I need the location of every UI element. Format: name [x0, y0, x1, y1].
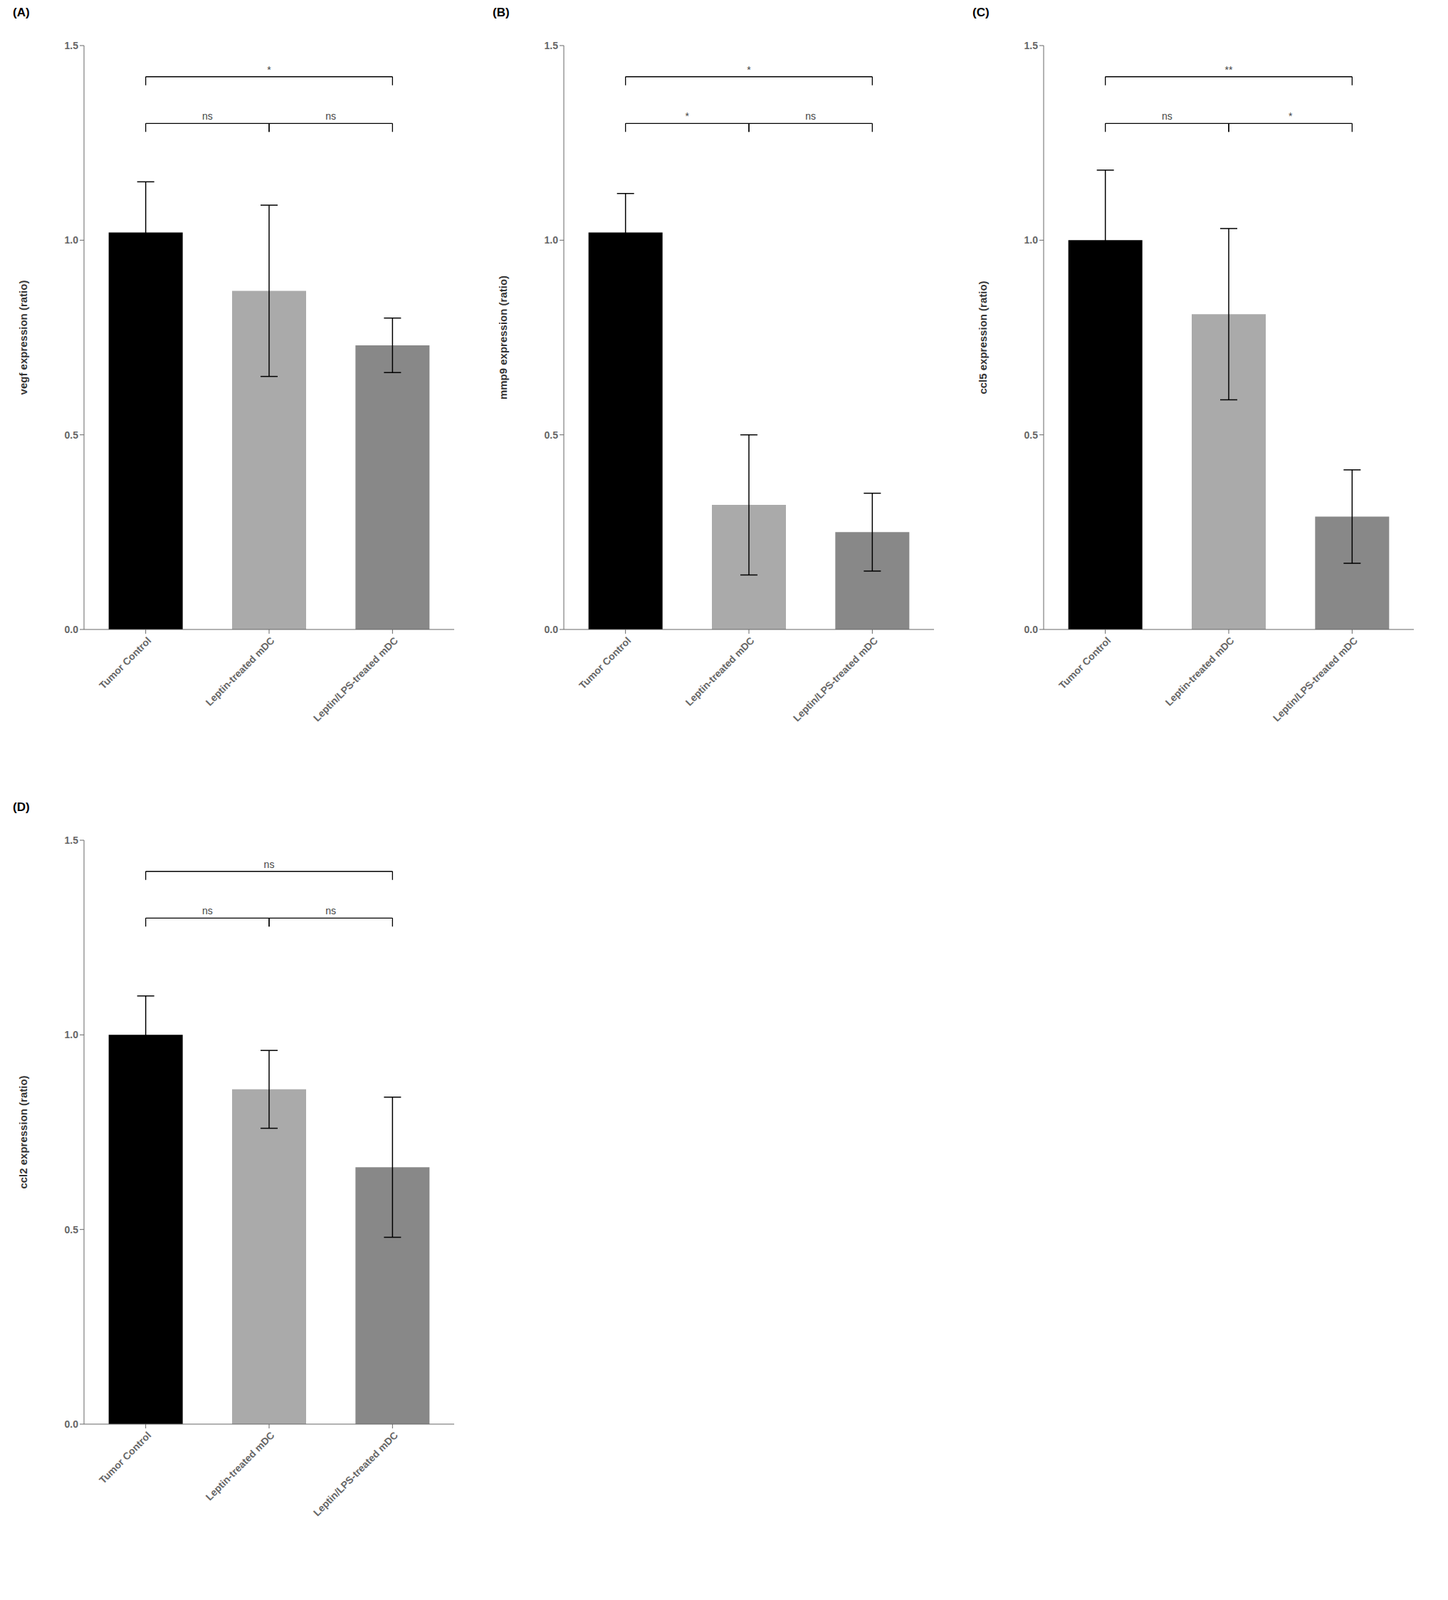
svg-text:Tumor Control: Tumor Control [96, 634, 154, 691]
svg-text:**: ** [1225, 64, 1234, 76]
svg-text:ns: ns [264, 858, 275, 870]
html-text:(A): (A) [12, 5, 30, 20]
svg-text:ns: ns [805, 110, 816, 122]
svg-text:Leptin-treated mDC: Leptin-treated mDC [202, 634, 277, 708]
svg-text:1.5: 1.5 [544, 39, 559, 52]
svg-text:0.5: 0.5 [64, 1223, 80, 1236]
svg-text:Leptin/LPS-treated mDC: Leptin/LPS-treated mDC [790, 634, 880, 724]
svg-text:ccl2 expression (ratio): ccl2 expression (ratio) [17, 1074, 30, 1189]
svg-text:ns: ns [325, 904, 337, 917]
svg-text:0.5: 0.5 [544, 429, 559, 441]
svg-text:Leptin/LPS-treated mDC: Leptin/LPS-treated mDC [1270, 634, 1360, 724]
svg-text:0.5: 0.5 [1024, 429, 1039, 441]
html-text:(B): (B) [492, 5, 510, 20]
svg-text:1.5: 1.5 [64, 39, 80, 52]
svg-text:*: * [1288, 110, 1293, 122]
svg-text:Tumor Control: Tumor Control [576, 634, 633, 691]
svg-text:1.0: 1.0 [544, 234, 559, 246]
svg-text:1.5: 1.5 [64, 834, 80, 846]
svg-text:*: * [266, 64, 272, 76]
svg-text:Leptin-treated mDC: Leptin-treated mDC [682, 634, 757, 708]
svg-text:*: * [746, 64, 752, 76]
svg-text:Tumor Control: Tumor Control [96, 1428, 154, 1486]
svg-text:0.0: 0.0 [64, 623, 80, 636]
svg-text:1.0: 1.0 [64, 234, 80, 246]
svg-text:Leptin/LPS-treated mDC: Leptin/LPS-treated mDC [311, 1428, 401, 1518]
svg-text:ccl5 expression (ratio): ccl5 expression (ratio) [976, 280, 989, 394]
svg-text:Leptin-treated mDC: Leptin-treated mDC [202, 1428, 277, 1503]
svg-text:0.0: 0.0 [544, 623, 559, 636]
html-text:(C): (C) [972, 5, 990, 20]
svg-text:1.0: 1.0 [64, 1028, 80, 1041]
svg-text:Leptin-treated mDC: Leptin-treated mDC [1162, 634, 1236, 708]
svg-text:ns: ns [1161, 110, 1173, 122]
svg-text:ns: ns [202, 110, 213, 122]
svg-text:ns: ns [202, 904, 213, 917]
svg-text:0.5: 0.5 [64, 429, 80, 441]
svg-text:0.0: 0.0 [1024, 623, 1039, 636]
html-text:(D): (D) [12, 800, 30, 814]
svg-text:Tumor Control: Tumor Control [1056, 634, 1113, 691]
svg-text:1.5: 1.5 [1024, 39, 1039, 52]
svg-text:Leptin/LPS-treated mDC: Leptin/LPS-treated mDC [311, 634, 401, 724]
svg-text:0.0: 0.0 [64, 1418, 80, 1430]
svg-text:vegf expression (ratio): vegf expression (ratio) [17, 280, 30, 396]
svg-text:ns: ns [325, 110, 337, 122]
svg-text:mmp9 expression (ratio): mmp9 expression (ratio) [496, 275, 510, 400]
svg-text:*: * [685, 110, 690, 122]
svg-text:1.0: 1.0 [1024, 234, 1039, 246]
